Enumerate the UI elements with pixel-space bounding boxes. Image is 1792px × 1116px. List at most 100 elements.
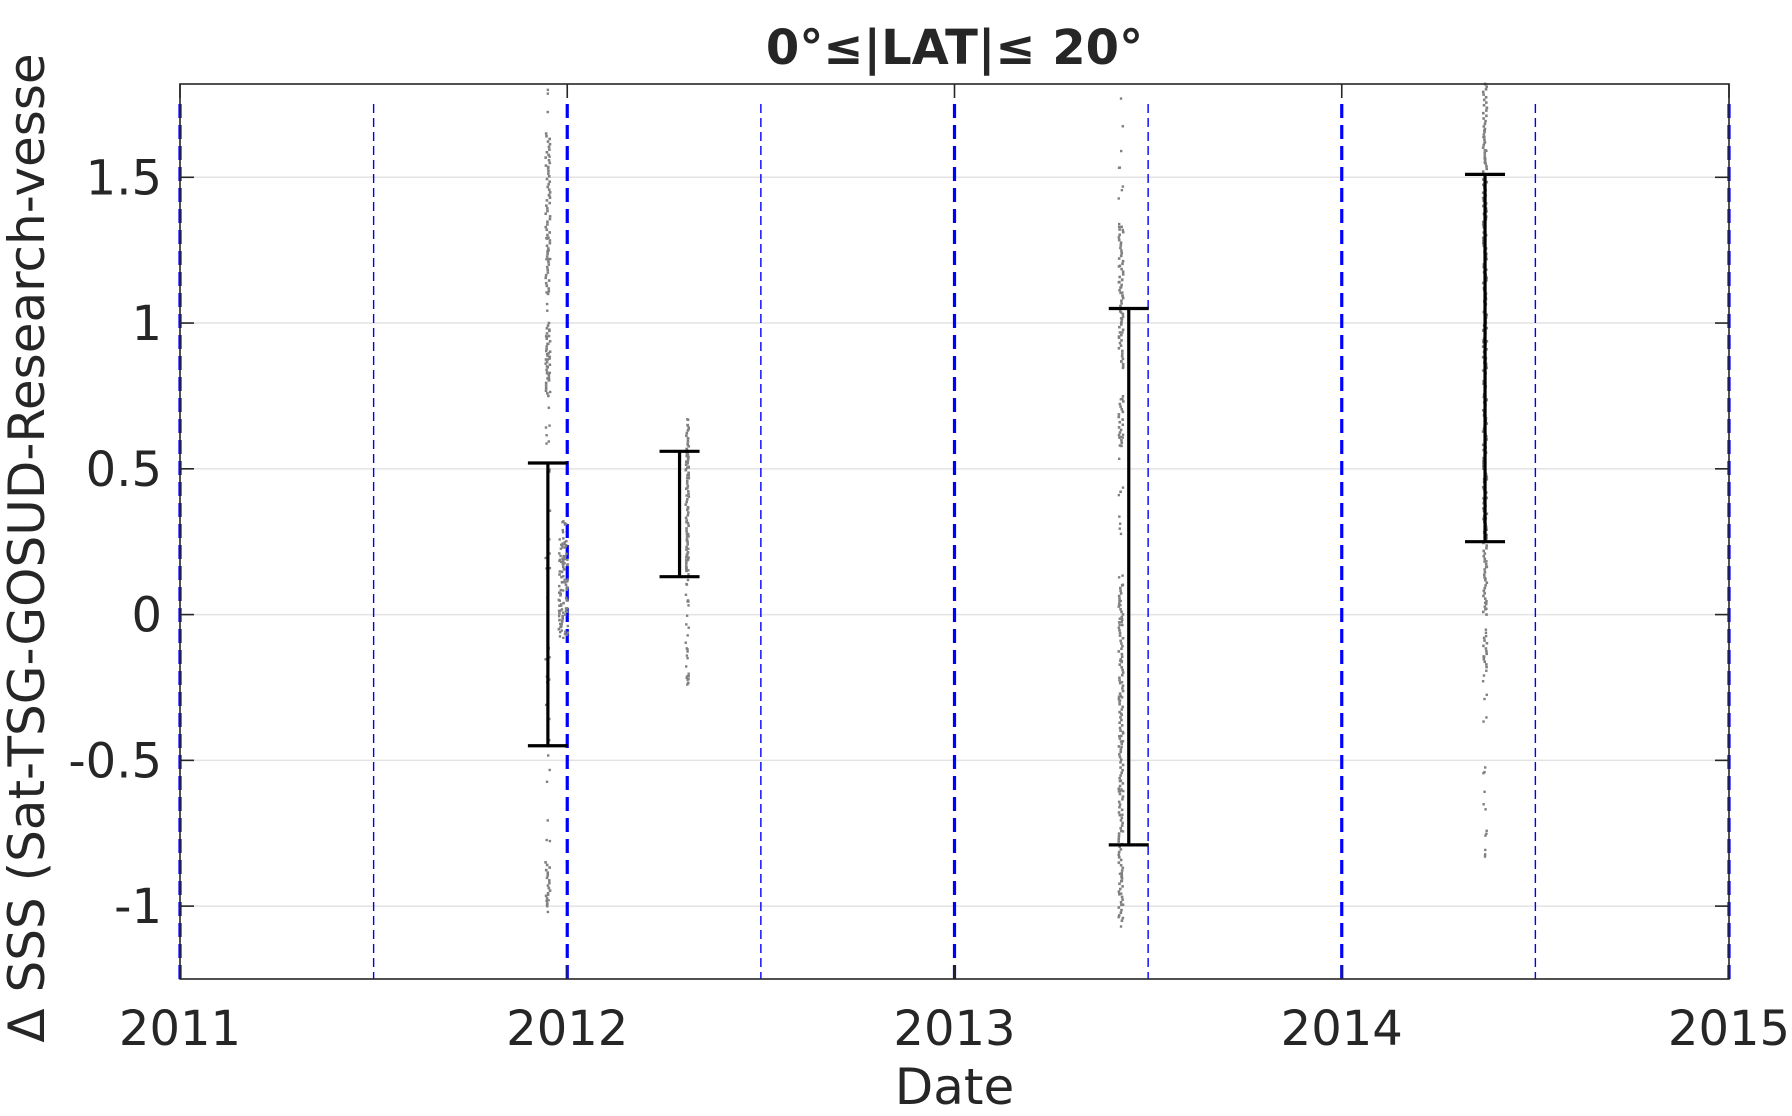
data-point [685, 561, 688, 565]
data-point [557, 609, 561, 613]
data-point [565, 607, 569, 610]
data-point [562, 636, 565, 640]
data-point [1485, 180, 1489, 184]
data-point [1482, 636, 1486, 640]
data-point [545, 442, 548, 445]
data-point [1482, 369, 1485, 372]
data-point [1118, 679, 1121, 682]
data-point [563, 562, 566, 565]
data-point [1485, 649, 1488, 653]
data-point [548, 339, 552, 343]
data-point [545, 352, 549, 356]
data-point [1117, 426, 1121, 429]
data-point [561, 614, 564, 618]
data-point [1481, 345, 1485, 348]
data-point [559, 609, 562, 612]
data-point [547, 279, 551, 282]
data-point [1117, 853, 1121, 856]
data-point [1120, 435, 1123, 439]
data-point [1117, 850, 1121, 854]
data-point [544, 164, 548, 167]
data-point [1484, 848, 1487, 852]
data-point [548, 215, 552, 218]
data-point [547, 247, 550, 250]
data-point [558, 622, 562, 626]
data-point [685, 454, 688, 458]
data-point [1121, 296, 1125, 300]
data-point [547, 886, 551, 890]
data-point [562, 554, 566, 558]
data-point [1121, 312, 1125, 316]
data-point [1120, 444, 1123, 448]
data-point [1119, 246, 1122, 250]
data-point [1484, 834, 1487, 837]
data-point [548, 142, 552, 146]
data-point [1118, 629, 1121, 632]
data-point [561, 542, 564, 545]
data-point [1117, 811, 1121, 814]
data-point [1117, 914, 1121, 917]
data-point [1121, 331, 1124, 334]
data-point [1485, 693, 1488, 697]
data-point [1482, 554, 1486, 558]
data-point [1117, 800, 1121, 804]
data-point [1121, 228, 1124, 232]
data-point [686, 442, 690, 445]
data-point [561, 546, 564, 549]
data-point [1119, 848, 1123, 851]
data-point [557, 614, 561, 618]
data-point [546, 377, 549, 380]
data-point [547, 754, 550, 757]
data-point [1484, 607, 1487, 611]
data-point [685, 553, 689, 557]
data-point [1120, 673, 1124, 677]
data-point [686, 650, 689, 653]
data-point [1481, 204, 1485, 208]
data-point [1481, 409, 1485, 412]
data-point [1483, 568, 1486, 571]
data-point [1118, 784, 1122, 788]
data-point [546, 268, 550, 272]
data-point [547, 321, 551, 325]
data-point [1485, 544, 1488, 547]
data-point [1121, 315, 1125, 318]
data-point [1482, 657, 1486, 661]
data-point [1117, 906, 1121, 909]
data-point [544, 156, 547, 159]
data-point [1481, 191, 1485, 195]
data-point [564, 522, 568, 526]
data-point [566, 578, 569, 582]
data-point [558, 573, 561, 576]
data-point [545, 335, 548, 338]
data-point [1120, 323, 1123, 326]
data-point [548, 201, 552, 205]
data-point [1483, 853, 1487, 856]
data-point [1121, 830, 1125, 833]
y-axis-label: Δ SSS (Sat-TSG-GOSUD-Research-vesse [0, 53, 56, 1042]
data-point [547, 373, 551, 377]
data-point [1483, 552, 1487, 555]
data-point [685, 476, 689, 480]
data-point [1481, 178, 1485, 181]
data-point [1118, 599, 1121, 603]
data-point [1118, 617, 1122, 620]
data-point [1481, 485, 1485, 489]
data-point [544, 362, 547, 365]
data-point [1119, 779, 1123, 783]
data-point [1118, 721, 1121, 725]
data-point [560, 620, 564, 623]
data-point [1118, 710, 1121, 714]
data-point [685, 535, 689, 538]
data-point [546, 902, 549, 905]
data-point [545, 371, 549, 374]
data-point [547, 236, 550, 240]
data-point [1118, 527, 1121, 530]
data-point [1121, 357, 1125, 361]
data-point [685, 434, 688, 437]
data-point [1120, 874, 1124, 878]
data-point [1120, 829, 1123, 833]
data-point [686, 439, 690, 443]
data-point [1121, 813, 1124, 816]
data-point [1118, 325, 1121, 329]
data-point [548, 363, 552, 367]
